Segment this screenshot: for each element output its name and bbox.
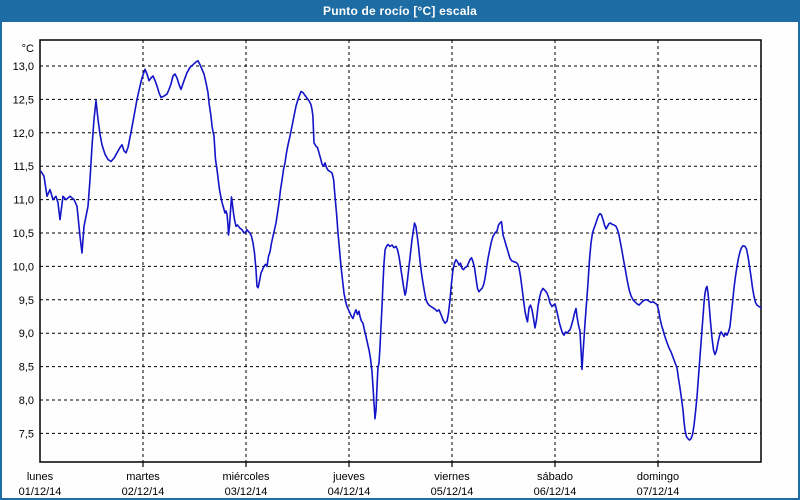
x-day-label: domingo (637, 471, 679, 483)
x-date-label: 05/12/14 (431, 486, 474, 498)
x-day-label: lunes (27, 471, 54, 483)
x-date-label: 01/12/14 (19, 486, 62, 498)
x-day-label: martes (126, 471, 160, 483)
y-tick-label: 9,0 (19, 328, 34, 340)
y-tick-label: 7,5 (19, 428, 34, 440)
y-tick-label: 12,5 (13, 94, 34, 106)
x-date-label: 02/12/14 (122, 486, 165, 498)
x-date-label: 03/12/14 (225, 486, 268, 498)
y-tick-label: 11,0 (13, 195, 34, 207)
y-tick-label: 10,5 (13, 228, 34, 240)
x-date-label: 07/12/14 (637, 486, 680, 498)
y-tick-label: 12,0 (13, 128, 34, 140)
x-date-label: 06/12/14 (534, 486, 577, 498)
x-day-label: viernes (434, 471, 470, 483)
y-tick-label: 9,5 (19, 295, 34, 307)
y-tick-label: 13,0 (13, 61, 34, 73)
x-day-label: sábado (537, 471, 573, 483)
x-day-label: miércoles (222, 471, 270, 483)
y-tick-label: 11,5 (13, 161, 34, 173)
y-tick-label: 8,5 (19, 362, 34, 374)
plot-border (39, 39, 762, 463)
y-axis-unit-label: °C (22, 43, 34, 55)
chart-content: 13,0 12,5 12,0 11,5 11,0 10,5 10,0 9,5 9,0 8,5 8,0… (2, 22, 798, 498)
y-tick-label: 8,0 (19, 395, 34, 407)
window-titlebar: Punto de rocío [°C] escala (0, 0, 800, 22)
dewpoint-line-chart: 13,0 12,5 12,0 11,5 11,0 10,5 10,0 9,5 9,0 8,5 8,0… (13, 39, 762, 498)
dewpoint-series-line (40, 59, 762, 441)
x-day-label: jueves (332, 471, 365, 483)
y-tick-label: 10,0 (13, 261, 34, 273)
window-title: Punto de rocío [°C] escala (322, 4, 478, 18)
x-date-label: 04/12/14 (328, 486, 371, 498)
